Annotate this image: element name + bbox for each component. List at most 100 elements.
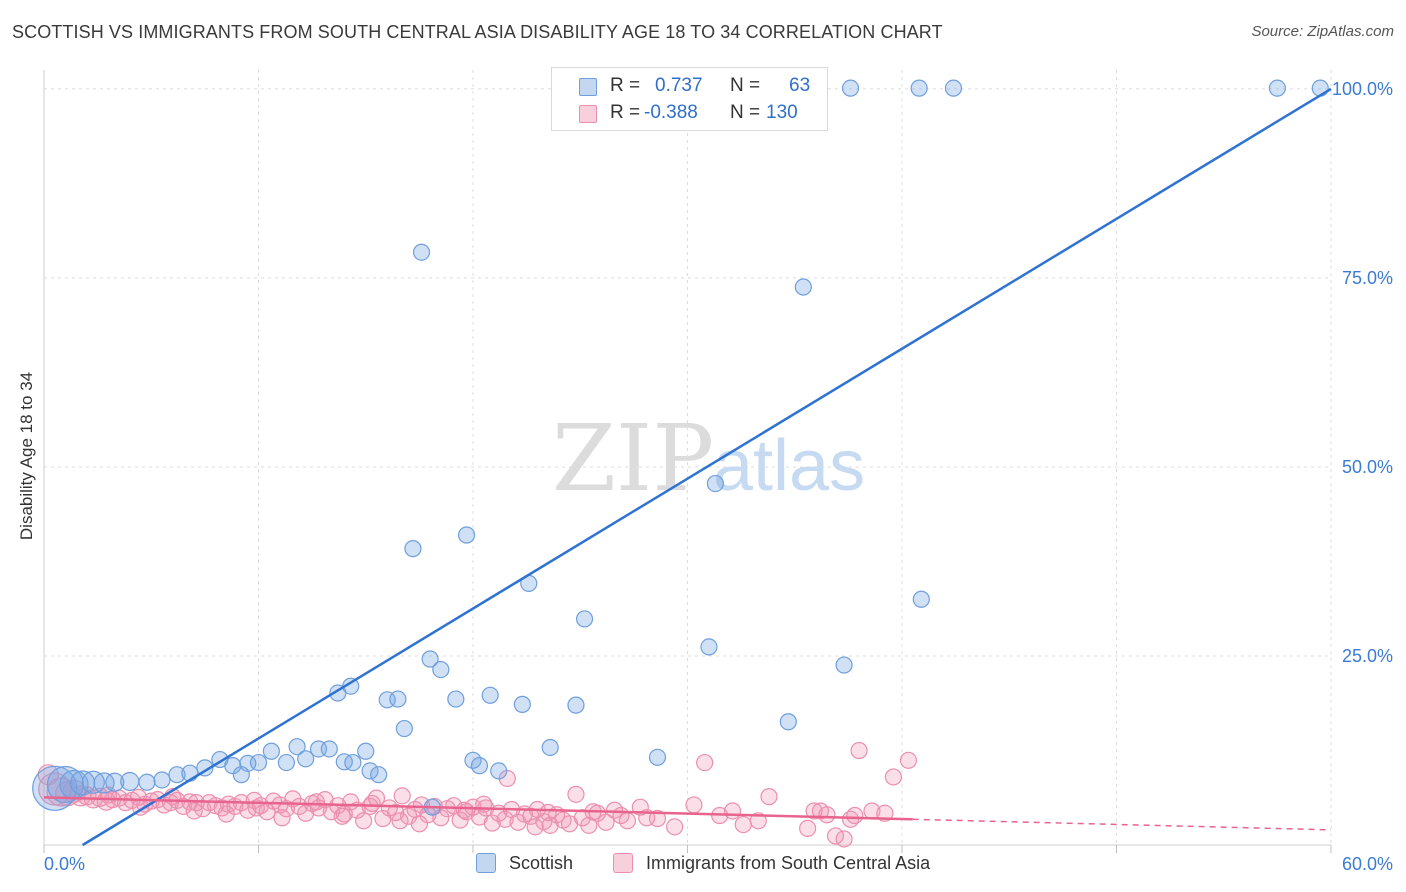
bottom-legend-swatch-immigrants — [613, 853, 633, 873]
point-scottish — [912, 590, 930, 608]
point-immigrants — [612, 806, 630, 825]
y-axis-label-wrap: Disability Age 18 to 34 — [6, 356, 48, 556]
legend-n-value: 130 — [766, 102, 798, 123]
point-scottish — [412, 243, 431, 261]
point-scottish — [277, 753, 295, 772]
point-immigrants — [541, 816, 559, 834]
point-scottish — [357, 742, 375, 760]
bottom-legend: Scottish Immigrants from South Central A… — [0, 851, 1406, 877]
point-scottish — [421, 650, 439, 668]
trend-line-scottish — [81, 87, 1332, 847]
point-scottish — [910, 79, 928, 97]
y-axis-label: Disability Age 18 to 34 — [17, 371, 36, 541]
point-scottish — [1268, 79, 1286, 97]
trend-line-immigrants — [43, 796, 913, 821]
point-scottish — [262, 742, 280, 760]
point-immigrants — [393, 787, 411, 805]
point-immigrants — [333, 807, 351, 825]
point-scottish — [779, 713, 797, 731]
point-immigrants — [217, 805, 235, 823]
point-scottish — [457, 526, 476, 544]
tick-labels: 25.0% 50.0% 75.0% 100.0% 0.0% 60.0% — [44, 79, 1393, 874]
legend-r-label: R = — [610, 102, 641, 123]
point-immigrants — [387, 803, 405, 822]
point-scottish — [46, 765, 85, 804]
legend-row-immigrants: R = -0.388 N = 130 — [552, 100, 827, 128]
point-immigrants — [185, 802, 203, 820]
trend-line-immigrants-extension — [912, 818, 1332, 831]
point-scottish — [432, 660, 450, 679]
point-immigrants — [846, 806, 864, 825]
point-scottish — [335, 753, 353, 771]
legend-r-label: R = — [610, 75, 641, 96]
point-scottish — [168, 766, 186, 784]
legend-swatch-immigrants — [579, 105, 597, 123]
point-immigrants — [483, 814, 501, 832]
series-scottish-points — [32, 79, 1329, 816]
point-scottish — [297, 750, 315, 768]
chart-title: SCOTTISH VS IMMIGRANTS FROM SOUTH CENTRA… — [12, 22, 943, 42]
point-scottish — [481, 686, 499, 704]
point-immigrants — [835, 830, 853, 848]
point-scottish — [389, 690, 407, 708]
point-scottish — [1311, 79, 1329, 97]
point-scottish — [706, 474, 724, 493]
point-immigrants — [760, 788, 778, 806]
point-scottish — [541, 738, 559, 757]
watermark-atlas: atlas — [713, 426, 865, 506]
y-tick-label: 50.0% — [1342, 457, 1393, 477]
point-immigrants — [290, 797, 308, 816]
point-immigrants — [818, 806, 836, 824]
point-scottish — [794, 278, 812, 296]
point-immigrants — [412, 796, 431, 814]
point-scottish — [120, 771, 140, 792]
point-immigrants — [539, 803, 557, 822]
point-scottish — [513, 695, 531, 713]
point-scottish — [105, 772, 125, 792]
point-immigrants — [805, 802, 823, 820]
point-scottish — [567, 696, 585, 714]
point-immigrants — [567, 785, 585, 803]
point-scottish — [490, 762, 508, 780]
point-immigrants — [410, 815, 428, 833]
axes — [43, 70, 1332, 853]
legend-n-label: N = — [730, 75, 761, 96]
point-scottish — [138, 773, 156, 791]
legend: R = 0.737 N = 63 R = -0.388 N = 130 — [551, 67, 828, 131]
point-scottish — [288, 738, 306, 756]
point-scottish — [320, 740, 338, 758]
point-scottish — [395, 719, 413, 738]
point-scottish — [196, 759, 214, 777]
point-immigrants — [899, 751, 918, 769]
point-scottish — [370, 766, 388, 784]
point-scottish — [249, 753, 268, 772]
point-immigrants — [391, 812, 409, 830]
point-immigrants — [850, 741, 868, 760]
point-immigrants — [522, 807, 540, 825]
point-scottish — [93, 772, 115, 794]
point-scottish — [841, 79, 860, 97]
legend-row-scottish: R = 0.737 N = 63 — [552, 73, 827, 101]
y-tick-label: 100.0% — [1332, 79, 1393, 99]
point-immigrants — [734, 815, 752, 834]
x-tick-label: 0.0% — [44, 854, 85, 874]
point-scottish — [944, 79, 963, 97]
legend-r-value: -0.388 — [644, 102, 698, 123]
point-scottish — [153, 771, 171, 789]
point-immigrants — [496, 810, 514, 828]
point-scottish — [648, 748, 667, 766]
point-scottish — [32, 765, 78, 811]
legend-n-value: 63 — [789, 75, 811, 96]
point-immigrants — [526, 818, 544, 836]
point-immigrants — [273, 809, 291, 827]
point-scottish — [447, 690, 465, 708]
point-immigrants — [580, 816, 598, 834]
watermark: ZIP atlas — [552, 405, 865, 512]
point-immigrants — [297, 804, 315, 822]
chart-source: Source: ZipAtlas.com — [1251, 23, 1394, 40]
legend-r-value: 0.737 — [655, 75, 703, 96]
bottom-legend-label-immigrants: Immigrants from South Central Asia — [646, 853, 931, 873]
point-immigrants — [597, 813, 615, 831]
point-scottish — [470, 757, 489, 775]
